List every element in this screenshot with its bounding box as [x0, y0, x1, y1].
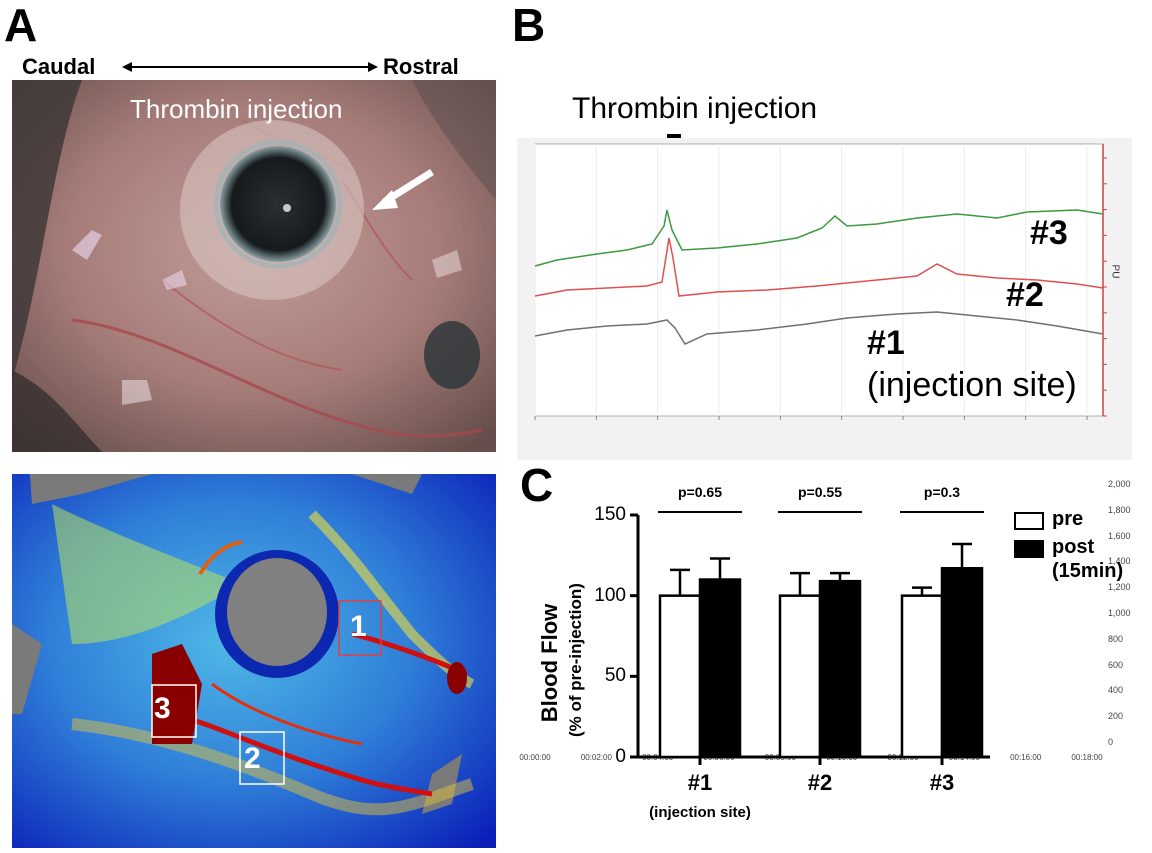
y-axis-title-wrap: Blood Flow (% of pre-injection) — [520, 550, 585, 790]
trace-2-line — [534, 237, 1104, 297]
trace-3-line — [534, 209, 1104, 267]
y-tick-label: 200 — [1108, 711, 1124, 722]
pvalue-label: p=0.65 — [678, 484, 722, 500]
legend-swatch-post — [1014, 540, 1044, 558]
bar-pre-1 — [658, 594, 702, 759]
y-axis-title: Blood Flow — [537, 603, 562, 723]
laser-doppler-image: 1 2 3 — [12, 474, 496, 848]
category-label: #2 — [807, 770, 833, 795]
eye-photograph: Thrombin injection — [12, 80, 496, 452]
bar-post-1 — [698, 578, 742, 759]
panel-label-c: C — [520, 459, 554, 511]
y-tick-label: 600 — [1108, 659, 1124, 670]
pvalue-label: p=0.55 — [798, 484, 842, 500]
trace-2-label: #2 — [1006, 276, 1044, 314]
y-tick-label: 1,800 — [1108, 504, 1131, 515]
legend-swatch-pre — [1014, 512, 1044, 530]
y-tick-label: 1,400 — [1108, 556, 1131, 567]
legend-label-post: post — [1052, 536, 1095, 558]
x-tick-label: 00:18:00 — [1071, 753, 1103, 762]
category-sublabel: (injection site) — [649, 804, 751, 821]
x-tick-label: 00:00:00 — [519, 753, 551, 762]
c-y-tick-label: 0 — [615, 746, 626, 767]
panel-label-b: B — [512, 0, 546, 51]
c-y-tick-label: 100 — [594, 584, 626, 606]
y-tick-label: 1,600 — [1108, 530, 1131, 541]
trace-title: Thrombin injection — [572, 92, 818, 125]
c-y-tick-label: 50 — [604, 665, 626, 687]
y-axis-subtitle: (% of pre-injection) — [566, 583, 585, 737]
trace-1-sublabel: (injection site) — [867, 366, 1077, 404]
blood-flow-bar-chart: Blood Flow (% of pre-injection) pre post… — [520, 460, 1152, 848]
photo-caption: Thrombin injection — [130, 94, 343, 124]
caudal-label: Caudal — [22, 54, 96, 79]
panel-label-a: A — [4, 0, 38, 51]
roi-label-2: 2 — [244, 742, 261, 775]
perfusion-trace-plot: PU 0 200 400 600 800 1,000 1,200 1,400 1,600 1,80… — [517, 138, 1132, 762]
caudal-rostral-arrow — [122, 62, 378, 72]
legend-label-pre: pre — [1052, 508, 1084, 530]
pu-axis-label: PU — [1109, 264, 1121, 279]
bar-post-3 — [940, 566, 984, 759]
roi-label-1: 1 — [350, 610, 367, 643]
rostral-label: Rostral — [383, 54, 459, 79]
bar-pre-3 — [900, 594, 944, 759]
y-tick-label: 1,200 — [1108, 582, 1131, 593]
c-y-tick-label: 150 — [594, 504, 626, 525]
x-tick-label: 00:16:00 — [1010, 753, 1042, 762]
y-tick-label: 2,000 — [1108, 479, 1131, 489]
bar-pre-2 — [778, 594, 822, 759]
bar-post-2 — [818, 579, 862, 759]
pvalue-label: p=0.3 — [923, 484, 961, 500]
y-tick-label: 400 — [1108, 685, 1124, 696]
y-tick-label: 800 — [1108, 633, 1124, 644]
y-tick-label: 0 — [1108, 737, 1114, 747]
roi-label-3: 3 — [154, 692, 171, 725]
legend-label-post-sub: (15min) — [1052, 560, 1124, 582]
trace-1-line — [534, 311, 1104, 345]
trace-1-label: #1 — [867, 324, 905, 362]
category-label: #1 — [687, 770, 713, 795]
category-label: #3 — [929, 770, 955, 795]
trace-3-label: #3 — [1030, 214, 1068, 252]
y-tick-label: 1,000 — [1108, 608, 1131, 618]
x-tick-label: 00:02:00 — [580, 753, 612, 762]
